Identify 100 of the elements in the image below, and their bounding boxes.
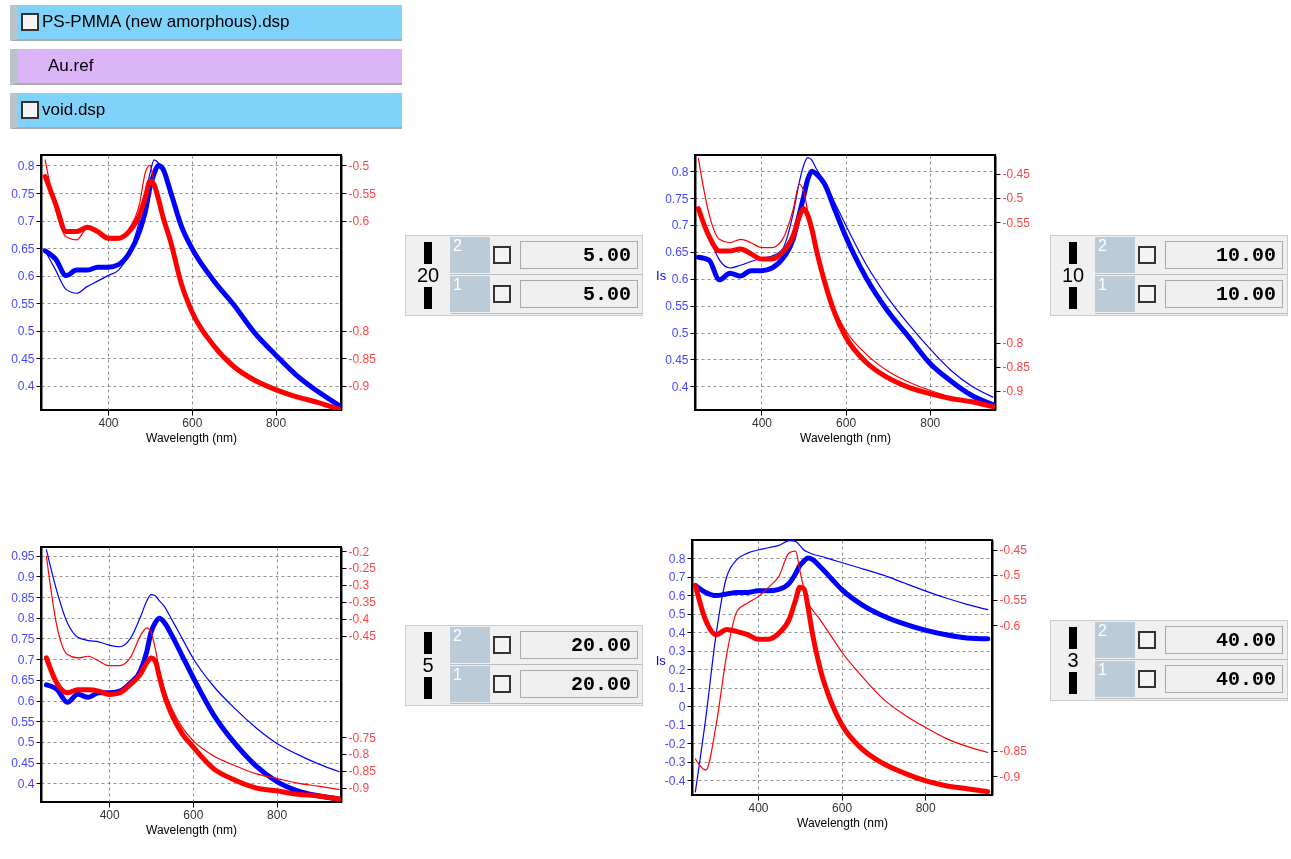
- y2-tick-label: -0.85: [348, 351, 377, 366]
- text: 2: [1095, 622, 1135, 658]
- y2-tick-label: -0.2: [348, 544, 370, 559]
- y2-tick-label: -0.45: [1002, 167, 1031, 182]
- y2-tick-label: -0.45: [999, 543, 1028, 558]
- y2-tick-label: -0.9: [348, 379, 370, 394]
- y-tick-label: 0.7: [17, 214, 35, 229]
- y2-tick-label: -0.6: [348, 214, 370, 229]
- y-tick-label: 0.85: [11, 590, 35, 605]
- y2-tick-label: -0.8: [348, 747, 370, 762]
- y-tick-label: 0.1: [668, 681, 686, 696]
- y-tick-label: 0.4: [671, 379, 689, 394]
- text: 1: [1095, 276, 1135, 312]
- y-tick-label: -0.4: [664, 773, 686, 788]
- y2-tick-label: -0.85: [999, 744, 1028, 759]
- y2-tick-label: -0.9: [1002, 384, 1024, 399]
- x-tick-label: 600: [836, 415, 857, 430]
- y-tick-label: 0.6: [668, 588, 686, 603]
- y-tick-label: 0.4: [17, 379, 35, 394]
- x-tick-label: 800: [920, 415, 941, 430]
- y-tick-label: 0.6: [17, 269, 35, 284]
- text: 20.00: [520, 670, 638, 698]
- y-tick-label: 0.65: [11, 673, 35, 688]
- y2-tick-label: -0.8: [1002, 336, 1024, 351]
- y-tick-label: 0.45: [11, 351, 35, 366]
- x-axis-title: Wavelength (nm): [146, 822, 237, 837]
- y-tick-label: 0.6: [671, 272, 689, 287]
- y2-tick-label: -0.5: [1002, 191, 1024, 206]
- y2-tick-label: -0.9: [348, 781, 370, 796]
- y2-tick-label: -0.4: [348, 612, 370, 627]
- y-tick-label: 0.5: [17, 735, 35, 750]
- text: 2: [1095, 237, 1135, 273]
- text: 10: [1061, 264, 1085, 287]
- y-tick-label: 0.9: [17, 569, 35, 584]
- text: 20: [416, 264, 440, 287]
- y-tick-label: -0.2: [664, 736, 686, 751]
- y-tick-label: 0.8: [671, 164, 689, 179]
- y-tick-label: 0.75: [665, 191, 689, 206]
- y-tick-label: 0.4: [17, 776, 35, 791]
- text: 2: [450, 627, 490, 663]
- y-axis-title: Is: [656, 268, 667, 283]
- y-tick-label: -0.1: [664, 718, 686, 733]
- y-tick-label: 0.8: [17, 158, 35, 173]
- y-tick-label: 0.75: [11, 631, 35, 646]
- y-tick-label: 0: [678, 699, 686, 714]
- x-axis-title: Wavelength (nm): [800, 430, 891, 445]
- y2-tick-label: -0.55: [1002, 215, 1031, 230]
- y2-tick-label: -0.55: [999, 593, 1028, 608]
- x-tick-label: 600: [832, 800, 853, 815]
- y2-tick-label: -0.75: [348, 730, 377, 745]
- text: 5: [422, 654, 434, 677]
- y-tick-label: 0.5: [668, 607, 686, 622]
- text: 1: [450, 276, 490, 312]
- text: 5.00: [520, 241, 638, 269]
- y-tick-label: 0.7: [17, 652, 35, 667]
- text: void.dsp: [42, 100, 106, 120]
- y2-tick-label: -0.35: [348, 595, 377, 610]
- text: PS-PMMA (new amorphous).dsp: [42, 12, 290, 32]
- x-tick-label: 400: [748, 800, 769, 815]
- text: 10.00: [1165, 280, 1283, 308]
- x-axis-title: Wavelength (nm): [797, 815, 888, 830]
- x-tick-label: 800: [266, 415, 287, 430]
- x-tick-label: 800: [915, 800, 936, 815]
- x-axis-title: Wavelength (nm): [146, 430, 237, 445]
- y-tick-label: -0.3: [664, 755, 686, 770]
- y-tick-label: 0.75: [11, 186, 35, 201]
- y-tick-label: 0.8: [668, 551, 686, 566]
- text: 40.00: [1165, 665, 1283, 693]
- y-tick-label: 0.95: [11, 549, 35, 564]
- y-tick-label: 0.45: [11, 756, 35, 771]
- x-tick-label: 400: [99, 807, 121, 822]
- y-tick-label: 0.55: [11, 296, 35, 311]
- y-tick-label: 0.7: [671, 218, 689, 233]
- y-tick-label: 0.2: [668, 662, 686, 677]
- y-tick-label: 0.6: [17, 694, 35, 709]
- y-tick-label: 0.5: [17, 324, 35, 339]
- x-tick-label: 800: [267, 807, 288, 822]
- y2-tick-label: -0.6: [999, 618, 1021, 633]
- text: Au.ref: [48, 56, 94, 76]
- y-tick-label: 0.55: [665, 299, 689, 314]
- x-tick-label: 600: [183, 807, 204, 822]
- y2-tick-label: -0.9: [999, 769, 1021, 784]
- y2-tick-label: -0.8: [348, 324, 370, 339]
- text: 40.00: [1165, 626, 1283, 654]
- y-tick-label: 0.65: [665, 245, 689, 260]
- text: 1: [450, 666, 490, 702]
- y-tick-label: 0.8: [17, 611, 35, 626]
- text: 2: [450, 237, 490, 273]
- y2-tick-label: -0.45: [348, 629, 377, 644]
- y-tick-label: 0.65: [11, 241, 35, 256]
- y2-tick-label: -0.25: [348, 561, 377, 576]
- text: 3: [1067, 649, 1079, 672]
- y-tick-label: 0.45: [665, 352, 689, 367]
- text: 10.00: [1165, 241, 1283, 269]
- y-tick-label: 0.3: [668, 644, 686, 659]
- y-tick-label: 0.55: [11, 714, 35, 729]
- x-tick-label: 400: [98, 415, 119, 430]
- y2-tick-label: -0.5: [348, 158, 370, 173]
- y2-tick-label: -0.55: [348, 186, 377, 201]
- y-tick-label: 0.5: [671, 326, 689, 341]
